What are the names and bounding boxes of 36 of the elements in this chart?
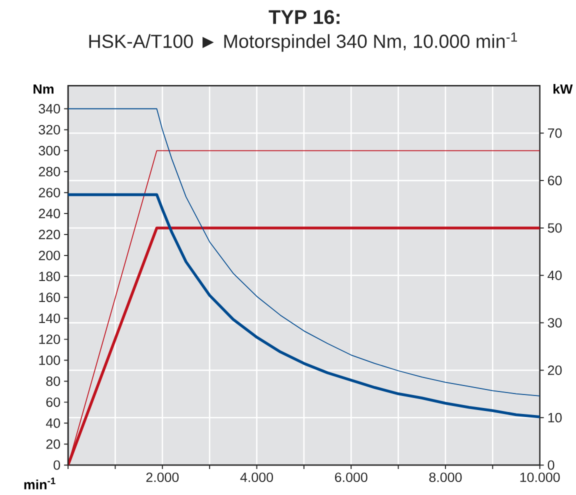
y-tick-label: 300 — [38, 146, 60, 156]
y-tick-label: 340 — [38, 104, 60, 114]
y-tick-label: 320 — [38, 124, 60, 134]
x-axis-title: min$^{-1}$ — [24, 478, 56, 490]
y2-tick-label: 10 — [548, 412, 562, 422]
y-tick-label: 100 — [39, 355, 60, 365]
x-tick-label: 6.000 — [335, 472, 368, 482]
y-tick-label: 200 — [38, 250, 60, 260]
y-tick-label: 60 — [46, 397, 60, 407]
y-tick-label: 120 — [39, 334, 60, 344]
x-tick-label: 8.000 — [429, 472, 462, 482]
y-tick-label: 20 — [46, 439, 60, 449]
y2-tick-label: 50 — [548, 223, 562, 233]
y2-tick-label: 0 — [548, 460, 554, 470]
y2-tick-label: 40 — [548, 270, 562, 280]
y-tick-label: 220 — [38, 230, 60, 240]
y-tick-label: 140 — [39, 313, 60, 323]
chart-subtitle: HSK-A/T100 ► Motorspindel 340 Nm, 10.000 min$^{-1}$ — [89, 32, 517, 52]
y2-tick-label: 20 — [548, 365, 562, 375]
y-tick-label: 240 — [38, 208, 60, 218]
y-tick-label: 260 — [38, 188, 60, 198]
y-tick-label: 80 — [46, 376, 60, 386]
y-tick-label: 180 — [39, 272, 60, 282]
x-tick-label: 10.000 — [520, 472, 560, 482]
y-tick-label: 160 — [39, 292, 60, 302]
y2-axis-title: kW — [554, 84, 573, 94]
x-tick-label: 4.000 — [240, 472, 274, 482]
y-tick-label: 0 — [54, 460, 60, 470]
x-tick-label: 2.000 — [146, 472, 179, 482]
y-tick-label: 280 — [38, 166, 60, 176]
y-tick-label: 40 — [46, 418, 60, 428]
chart-title: TYP 16: — [268, 10, 340, 24]
y2-tick-label: 70 — [548, 128, 562, 138]
y-axis-title: Nm — [34, 84, 54, 94]
y2-tick-label: 60 — [548, 176, 562, 186]
y2-tick-label: 30 — [548, 318, 562, 328]
